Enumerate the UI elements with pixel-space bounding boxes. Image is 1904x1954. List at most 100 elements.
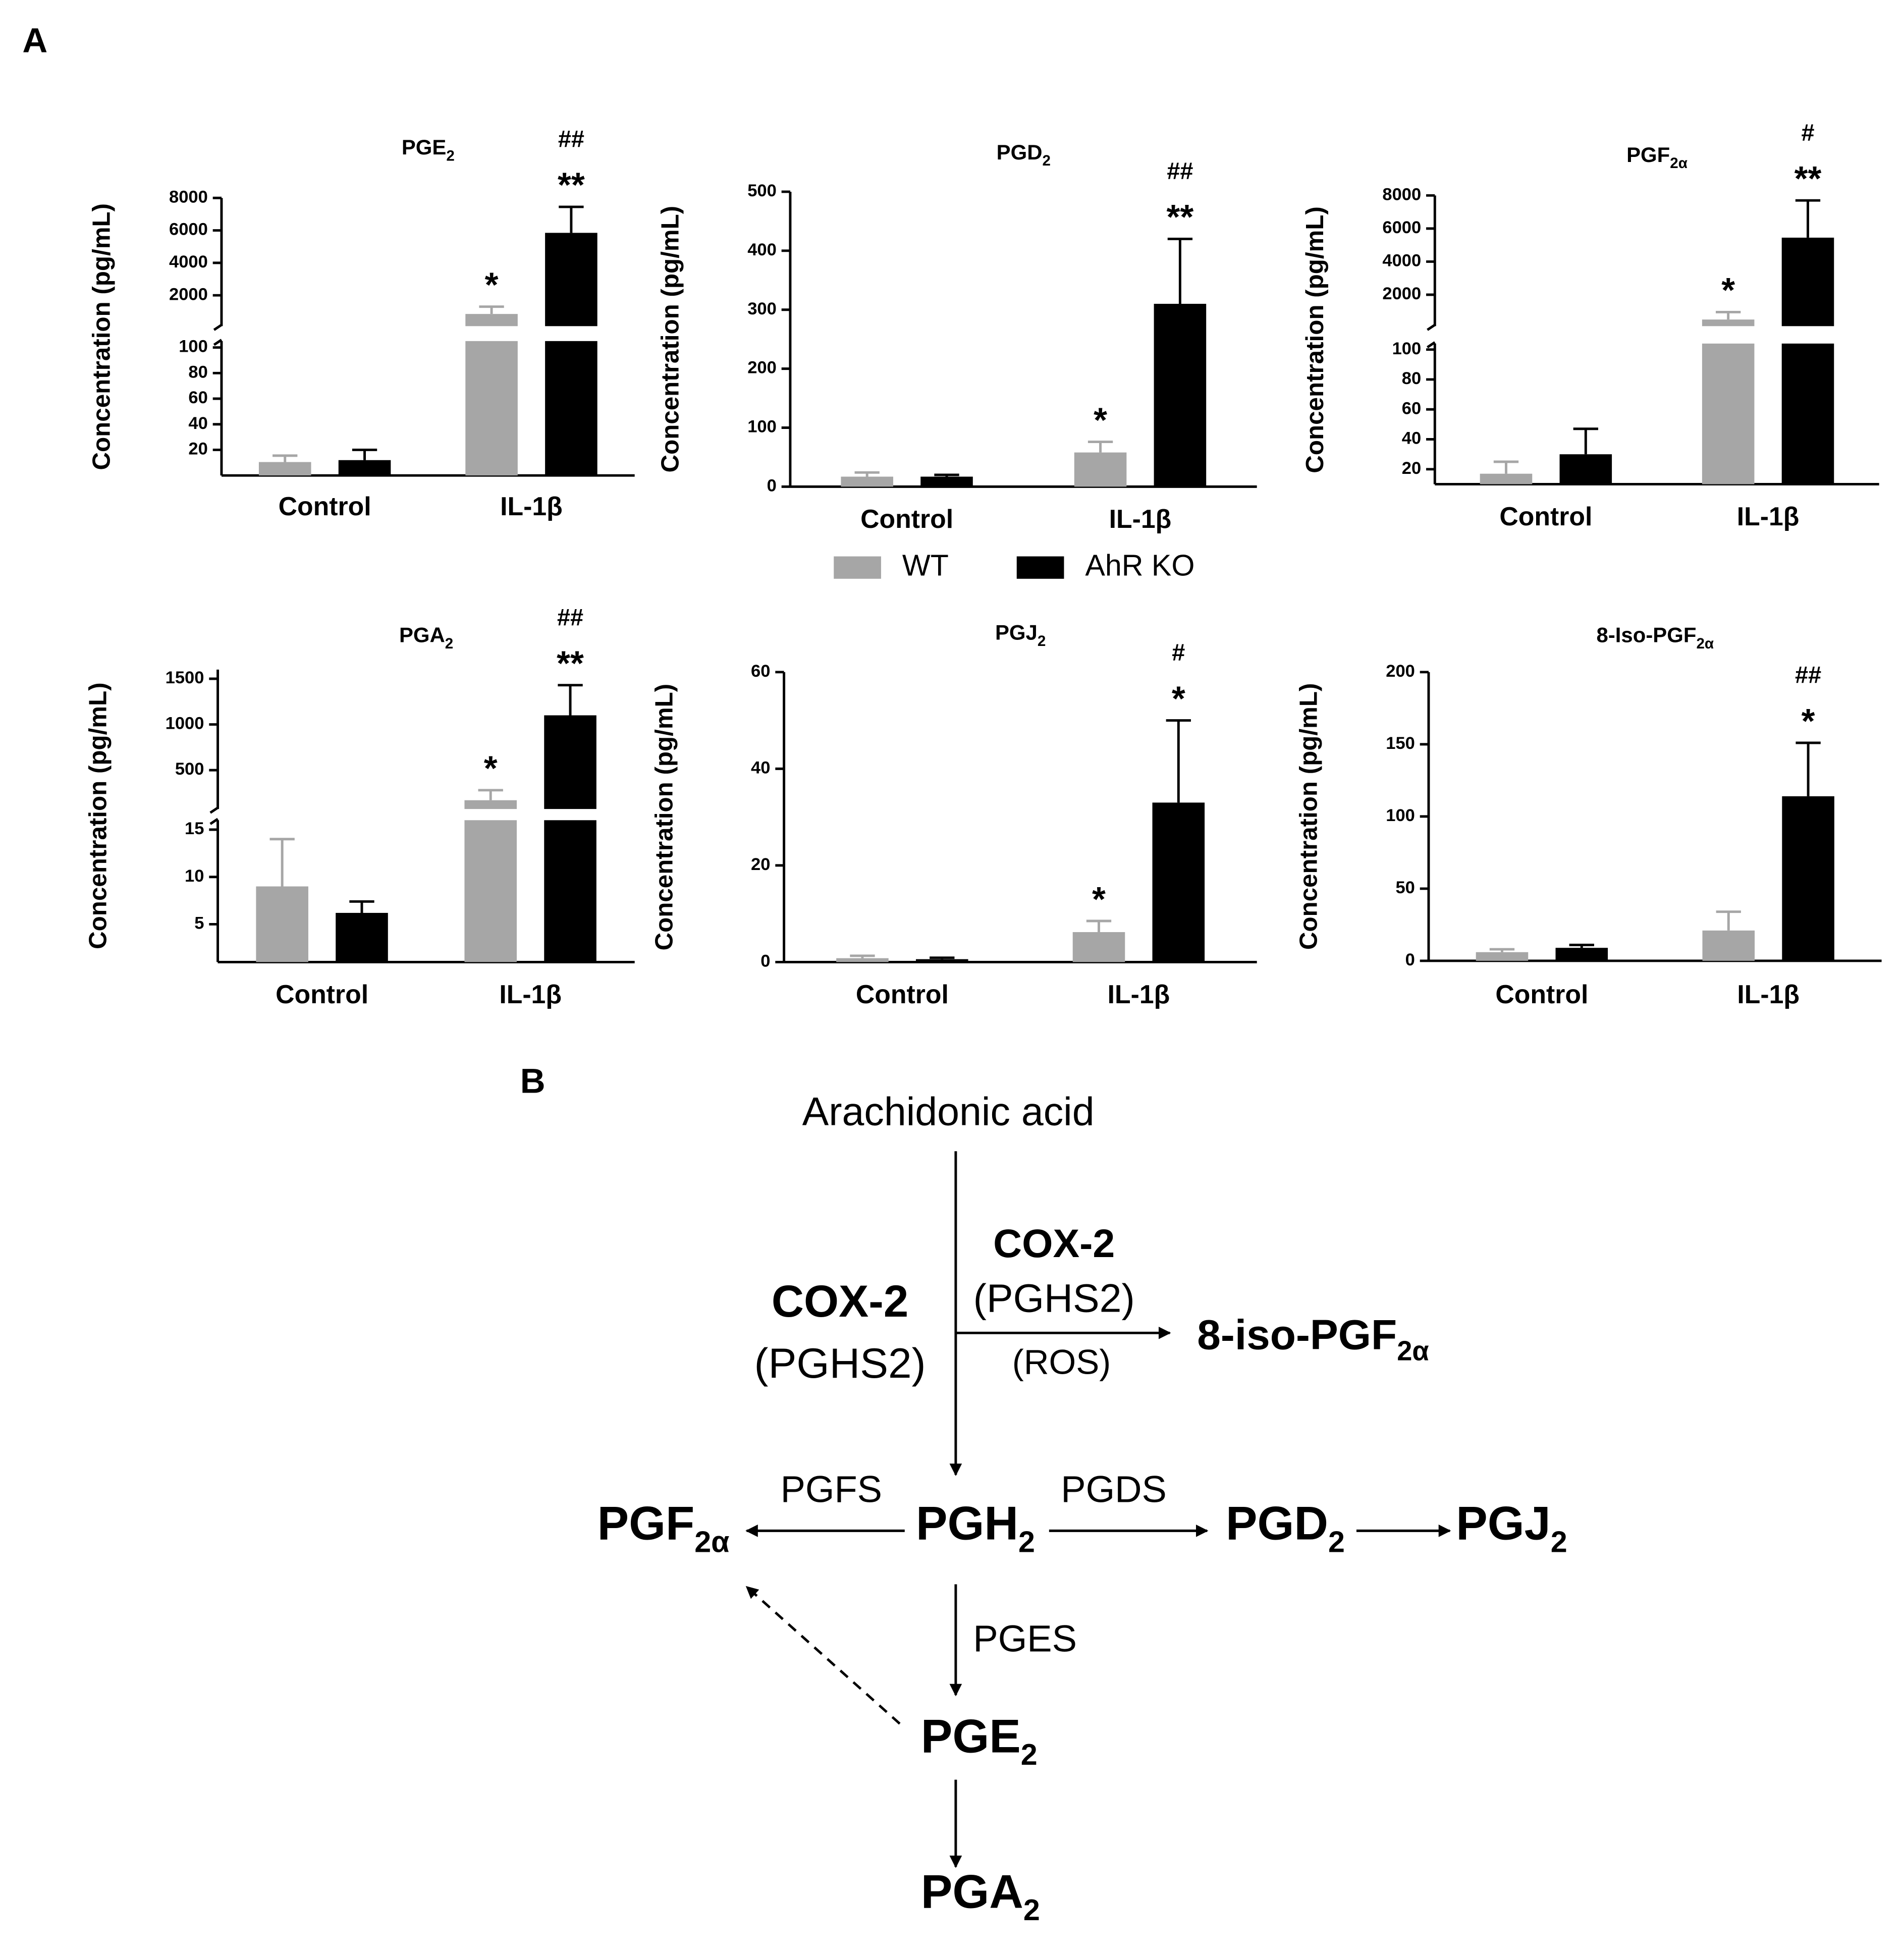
bar-chart: PGD2 Concentration (pg/mL) 0 100 200 300 400 50… xyxy=(657,140,1257,582)
legend-label: WT xyxy=(902,548,949,582)
bar xyxy=(1476,952,1529,961)
significance-label: * xyxy=(1802,701,1815,740)
error-bar xyxy=(930,956,955,959)
bar xyxy=(1782,796,1834,961)
error-bar xyxy=(269,838,295,887)
y-tick-label: 10 xyxy=(185,866,204,886)
y-tick-label: 20 xyxy=(188,440,207,459)
enzyme-label: (ROS) xyxy=(1012,1342,1111,1382)
error-bar xyxy=(1493,460,1519,474)
y-tick-label: 500 xyxy=(747,181,777,200)
bar xyxy=(1555,948,1608,961)
bar-chart: PGE2 Concentration (pg/mL) 20 40 60 80 100 2000… xyxy=(88,126,635,521)
chart-title: PGF2α xyxy=(1626,143,1688,172)
enzyme-label: PGDS xyxy=(1061,1469,1167,1510)
title-text: PGF xyxy=(1626,143,1670,167)
bar xyxy=(1702,343,1755,484)
y-tick-label: 100 xyxy=(179,337,208,356)
y-tick-label: 40 xyxy=(751,758,770,777)
y-tick-label: 80 xyxy=(1402,369,1421,388)
bar-chart: PGJ2 Concentration (pg/mL) 0 20 40 60 Control I… xyxy=(650,621,1257,1009)
bar-chart: PGF2α Concentration (pg/mL) 20 40 60 80 100 200… xyxy=(1301,120,1879,531)
x-tick-label: IL-1β xyxy=(1737,502,1800,531)
error-bar xyxy=(558,684,583,716)
axis-break xyxy=(1427,323,1436,349)
error-bar xyxy=(1716,310,1741,320)
x-tick-label: Control xyxy=(1495,980,1588,1009)
panel-label: B xyxy=(520,1061,546,1100)
y-tick-label: 500 xyxy=(175,759,204,779)
node-text: PGJ xyxy=(1456,1497,1550,1550)
bar xyxy=(1480,473,1533,484)
y-tick-label: 400 xyxy=(747,240,777,259)
y-tick-label: 60 xyxy=(1402,399,1421,418)
product-node: PGD2 xyxy=(1226,1497,1345,1559)
y-tick-label: 50 xyxy=(1395,878,1415,897)
enzyme-label: (PGHS2) xyxy=(754,1339,926,1387)
title-subscript: 2 xyxy=(446,147,454,164)
bar xyxy=(465,341,518,476)
axis-break xyxy=(209,806,219,825)
bar xyxy=(1072,932,1125,962)
pathway-diagram: B Arachidonic acid COX-2 (PGHS2) COX-2 (… xyxy=(520,1061,1567,1927)
product-node: PGE2 xyxy=(921,1709,1038,1771)
y-tick-label: 2000 xyxy=(1382,284,1421,303)
bar xyxy=(1154,304,1207,487)
enzyme-label: PGES xyxy=(973,1618,1077,1660)
error-bar xyxy=(1573,427,1598,455)
significance-label: ** xyxy=(558,165,585,204)
title-text: 8-Iso-PGF xyxy=(1597,623,1697,647)
error-bar xyxy=(273,454,298,462)
y-tick-label: 15 xyxy=(185,819,204,838)
y-tick-label: 20 xyxy=(751,855,770,874)
title-text: PGE xyxy=(402,135,447,159)
y-tick-label: 200 xyxy=(747,358,777,377)
title-text: PGA xyxy=(399,623,445,647)
y-tick-label: 1000 xyxy=(166,714,204,733)
enzyme-label: COX-2 xyxy=(772,1276,908,1326)
y-tick-label: 300 xyxy=(747,299,777,318)
error-bar xyxy=(1489,948,1515,952)
y-tick-label: 100 xyxy=(1386,806,1415,825)
title-subscript: 2 xyxy=(445,635,453,652)
y-axis-label: Concentration (pg/mL) xyxy=(84,682,112,949)
y-tick-label: 150 xyxy=(1386,734,1415,753)
error-bar xyxy=(854,471,880,477)
error-bar xyxy=(349,900,374,913)
error-bar xyxy=(1569,944,1594,948)
bar xyxy=(465,314,518,327)
error-bar xyxy=(352,449,377,460)
bar xyxy=(1702,319,1755,327)
y-tick-label: 0 xyxy=(767,476,777,496)
chart-title: PGJ2 xyxy=(995,621,1046,649)
bar-chart: 8-Iso-PGF2α Concentration (pg/mL) 0 50 100 15… xyxy=(1295,623,1882,1009)
node-text: PGD xyxy=(1226,1497,1328,1550)
axis-break xyxy=(213,323,223,346)
node-text: PGF xyxy=(597,1497,695,1550)
enzyme-label: PGFS xyxy=(781,1469,882,1510)
bar xyxy=(464,820,517,962)
y-tick-label: 6000 xyxy=(1382,218,1421,237)
y-tick-label: 20 xyxy=(1402,459,1421,478)
node-subscript: 2α xyxy=(1397,1336,1429,1367)
significance-label: * xyxy=(1172,679,1185,718)
significance-label: # xyxy=(1801,120,1814,146)
y-tick-label: 4000 xyxy=(1382,251,1421,270)
bar xyxy=(836,958,889,962)
bar xyxy=(841,476,893,487)
dashed-arrow xyxy=(745,1586,901,1725)
node-subscript: 2 xyxy=(1023,1893,1040,1927)
y-tick-label: 5 xyxy=(194,914,204,933)
significance-label: ## xyxy=(557,604,583,630)
product-node: PGH2 xyxy=(916,1497,1035,1559)
bar xyxy=(1702,930,1755,961)
title-text: PGD xyxy=(997,140,1043,164)
significance-label: * xyxy=(484,748,498,788)
bar xyxy=(1074,452,1127,487)
y-tick-label: 8000 xyxy=(169,187,208,206)
y-axis-label: Concentration (pg/mL) xyxy=(1301,206,1329,473)
error-bar xyxy=(1086,919,1112,933)
y-tick-label: 40 xyxy=(188,414,207,433)
